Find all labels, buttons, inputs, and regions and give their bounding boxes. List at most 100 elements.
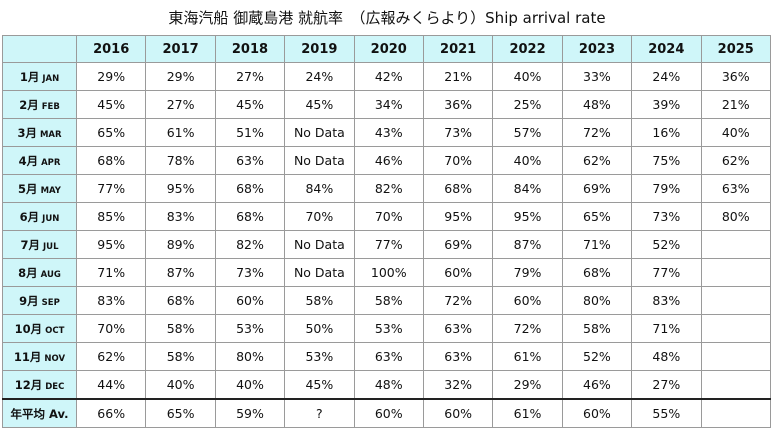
rate-cell: 72%: [561, 118, 633, 147]
rate-cell: 71%: [561, 230, 633, 259]
month-label: 1月 JAN: [2, 62, 77, 91]
rate-cell: 62%: [561, 146, 633, 175]
rate-cell: [700, 286, 772, 315]
year-header: 2024: [631, 35, 702, 63]
rate-cell: 25%: [492, 90, 563, 119]
rate-cell: 65%: [561, 202, 633, 231]
rate-cell: 46%: [561, 370, 633, 400]
rate-cell: 24%: [284, 62, 355, 91]
rate-cell: 68%: [561, 258, 633, 287]
month-en: APR: [41, 157, 61, 168]
rate-cell: 68%: [145, 286, 216, 315]
month-en: FEB: [41, 101, 60, 112]
rate-cell: 61%: [492, 398, 563, 428]
rate-cell: 79%: [631, 174, 702, 203]
rate-cell: 62%: [700, 146, 772, 175]
rate-cell: 95%: [145, 174, 216, 203]
rate-cell: 50%: [284, 314, 355, 343]
rate-cell: No Data: [284, 118, 355, 147]
rate-cell: 77%: [353, 230, 424, 259]
rate-cell: 77%: [75, 174, 147, 203]
rate-cell: 42%: [353, 62, 424, 91]
rate-cell: 95%: [75, 230, 147, 259]
table-row: 2月 FEB 45% 27% 45% 45% 34% 36% 25% 48% 39% 21%: [2, 90, 772, 119]
rate-cell: 70%: [353, 202, 424, 231]
month-jp: 12月: [14, 377, 43, 392]
rate-cell: 87%: [492, 230, 563, 259]
rate-cell: 73%: [631, 202, 702, 231]
rate-cell: 55%: [631, 398, 702, 428]
page-title: 東海汽船 御蔵島港 就航率 （広報みくらより）Ship arrival rate: [168, 9, 606, 27]
rate-cell: [700, 342, 772, 371]
month-label: 6月 JUN: [2, 202, 77, 231]
rate-cell: 45%: [214, 90, 286, 119]
year-header: 2020: [353, 35, 424, 63]
rate-cell: 43%: [353, 118, 424, 147]
rate-cell: 36%: [700, 62, 772, 91]
table-row: 1月 JAN 29% 29% 27% 24% 42% 21% 40% 33% 24% 36%: [2, 62, 772, 91]
month-label: 5月 MAY: [2, 174, 77, 203]
year-header: 2022: [492, 35, 563, 63]
rate-cell: 52%: [561, 342, 633, 371]
rate-cell: 100%: [353, 258, 424, 287]
rate-cell: 68%: [75, 146, 147, 175]
month-label: 2月 FEB: [2, 90, 77, 119]
rate-cell: 59%: [214, 398, 286, 428]
rate-cell: 58%: [145, 342, 216, 371]
rate-cell: 83%: [145, 202, 216, 231]
month-en: OCT: [45, 325, 65, 336]
table-row: 5月 MAY 77% 95% 68% 84% 82% 68% 84% 69% 79% 63%: [2, 174, 772, 203]
year-header: 2017: [145, 35, 216, 63]
rate-cell: 29%: [492, 370, 563, 400]
month-jp: 7月: [20, 237, 41, 252]
rate-cell: 72%: [492, 314, 563, 343]
rate-cell: 70%: [422, 146, 494, 175]
rate-cell: 68%: [214, 202, 286, 231]
month-label: 8月 AUG: [2, 258, 77, 287]
rate-cell: 69%: [561, 174, 633, 203]
rate-cell: 61%: [492, 342, 563, 371]
year-header: 2018: [214, 35, 286, 63]
rate-cell: 48%: [631, 342, 702, 371]
rate-cell: [700, 258, 772, 287]
month-label: 4月 APR: [2, 146, 77, 175]
table-row: 6月 JUN 85% 83% 68% 70% 70% 95% 95% 65% 73% 80%: [2, 202, 772, 231]
month-jp: 8月: [18, 265, 38, 280]
rate-cell: 79%: [492, 258, 563, 287]
rate-cell: 48%: [561, 90, 633, 119]
rate-cell: 48%: [353, 370, 424, 400]
rate-cell: 27%: [631, 370, 702, 400]
rate-cell: 40%: [214, 370, 286, 400]
month-en: JAN: [42, 73, 60, 84]
table-row: 9月 SEP 83% 68% 60% 58% 58% 72% 60% 80% 83%: [2, 286, 772, 315]
table-row: 11月 NOV 62% 58% 80% 53% 63% 63% 61% 52% 48%: [2, 342, 772, 371]
rate-cell: 69%: [422, 230, 494, 259]
rate-cell: 44%: [75, 370, 147, 400]
table-row: 8月 AUG 71% 87% 73% No Data 100% 60% 79% 68% 77%: [2, 258, 772, 287]
rate-cell: 82%: [214, 230, 286, 259]
rate-cell: 63%: [353, 342, 424, 371]
rate-cell: [700, 230, 772, 259]
table-row: 3月 MAR 65% 61% 51% No Data 43% 73% 57% 72% 16% 40%: [2, 118, 772, 147]
year-header: 2016: [75, 35, 147, 63]
rate-cell: [700, 370, 772, 400]
rate-cell: 73%: [422, 118, 494, 147]
month-jp: 11月: [13, 349, 42, 364]
rate-cell: 53%: [284, 342, 355, 371]
rate-cell: 83%: [75, 286, 147, 315]
rate-cell: 95%: [492, 202, 563, 231]
rate-cell: 33%: [561, 62, 633, 91]
corner-cell: [2, 35, 77, 63]
rate-cell: 60%: [214, 286, 286, 315]
rate-cell: 32%: [422, 370, 494, 400]
rate-cell: 24%: [631, 62, 702, 91]
rate-cell: 71%: [631, 314, 702, 343]
rate-cell: 72%: [422, 286, 494, 315]
rate-cell: 71%: [75, 258, 147, 287]
month-jp: 9月: [19, 293, 39, 308]
rate-cell: 87%: [145, 258, 216, 287]
header-row: 2016 2017 2018 2019 2020 2021 2022 2023 …: [2, 35, 772, 63]
month-jp: 10月: [14, 321, 43, 336]
month-en: DEC: [45, 381, 65, 392]
rate-cell: No Data: [284, 258, 355, 287]
